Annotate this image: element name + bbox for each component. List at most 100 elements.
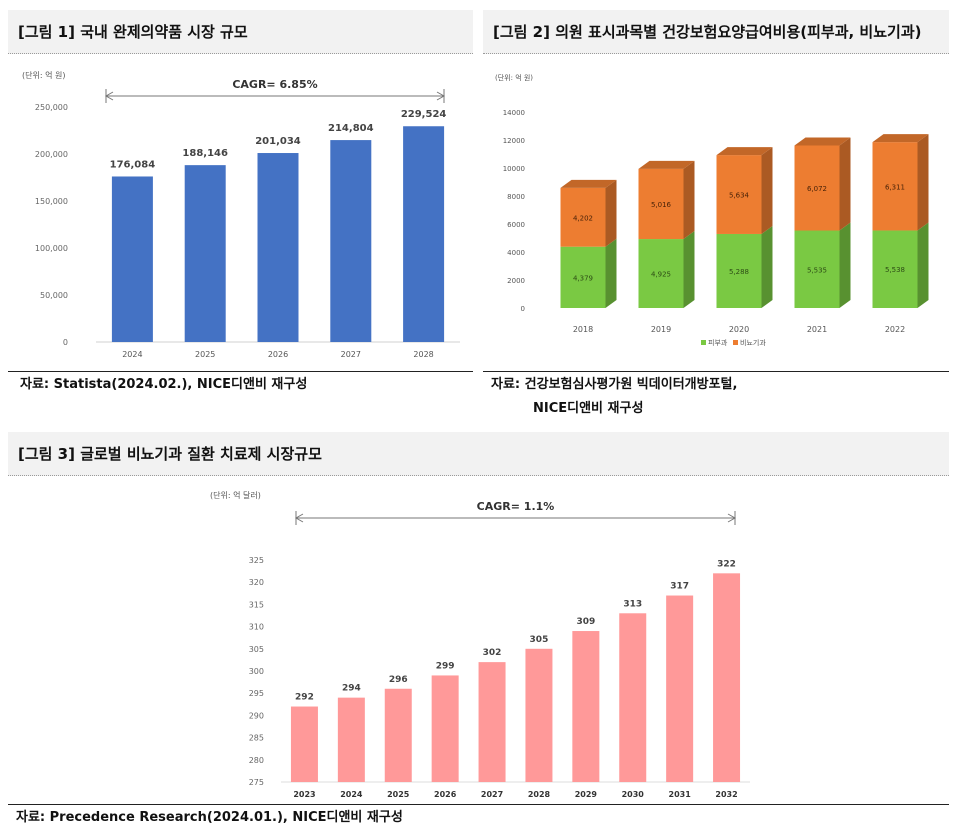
figure-2-value-label: 5,016 <box>651 201 672 209</box>
figure-3-xtick-label: 2032 <box>715 790 737 799</box>
figure-1-source: 자료: Statista(2024.02.), NICE디앤비 재구성 <box>20 377 308 392</box>
figure-1-value-label: 176,084 <box>110 159 156 170</box>
figure-2-chart: (단위: 억 원) 0 2000 4000 6000 8000 10000 12000 1400… <box>495 73 929 347</box>
figure-2-unit-label: (단위: 억 원) <box>495 73 533 82</box>
figure-2-value-label: 4,379 <box>573 274 593 282</box>
figure-3-bar <box>478 662 506 782</box>
figure-1-value-label: 201,034 <box>255 136 301 147</box>
figure-2-bar-urology <box>638 168 684 240</box>
figure-2-xtick-label: 2018 <box>573 325 593 334</box>
figure-1-bar <box>111 176 153 342</box>
figure-3-unit-label: (단위: 억 달러) <box>210 490 261 500</box>
figure-1-unit-label: (단위: 억 원) <box>22 70 65 80</box>
figure-2-xtick-label: 2022 <box>885 325 905 334</box>
figure-3-bar <box>713 573 741 782</box>
figure-2-ytick-label: 12000 <box>503 137 525 145</box>
figure-2-bar-urology <box>794 145 840 231</box>
figure-2-value-label: 5,538 <box>885 266 905 274</box>
cagr-label: CAGR= 6.85% <box>232 78 317 91</box>
figure-3-bar <box>572 631 600 782</box>
figure-3-xtick-label: 2027 <box>481 790 503 799</box>
figure-2-bar-dermatology <box>872 230 918 308</box>
figure-2-bar-side <box>761 147 773 234</box>
figure-2-bar-side <box>605 238 617 308</box>
figure-2-source-divider <box>483 371 949 372</box>
figure-2-bar-top <box>794 137 851 146</box>
figure-1-ytick-label: 200,000 <box>35 150 68 159</box>
figure-3-ytick-label: 310 <box>249 623 264 632</box>
figure-3-xtick-label: 2023 <box>293 790 315 799</box>
figure-2-source-line2: NICE디앤비 재구성 <box>533 401 644 416</box>
figure-3-value-label: 299 <box>436 661 455 671</box>
figure-2-ytick-label: 0 <box>521 305 525 313</box>
figure-1-value-label: 214,804 <box>328 123 374 134</box>
figure-3-value-label: 305 <box>530 635 549 645</box>
figure-1-title: [그림 1] 국내 완제의약품 시장 규모 <box>8 10 473 54</box>
figure-1-bar <box>257 153 299 342</box>
figure-1-xtick-label: 2027 <box>341 350 361 359</box>
figure-2-bar-side <box>917 134 929 231</box>
figure-3-bar <box>666 595 694 782</box>
figure-1-xtick-label: 2028 <box>413 350 433 359</box>
figure-1-xtick-label: 2025 <box>195 350 215 359</box>
figure-3-value-label: 294 <box>342 684 361 694</box>
figure-2-title: [그림 2] 의원 표시과목별 건강보험요양급여비용(피부과, 비뇨기과) <box>483 10 949 54</box>
figure-2-legend-label: 비뇨기과 <box>740 338 766 347</box>
figure-1-ytick-label: 150,000 <box>35 197 68 206</box>
figure-3-value-label: 292 <box>295 693 314 703</box>
figure-2-bar-dermatology <box>716 233 762 308</box>
figure-2-xtick-label: 2021 <box>807 325 827 334</box>
figure-2-bar-top <box>638 160 695 169</box>
figure-2-bar-dermatology <box>794 230 840 308</box>
figure-3-value-label: 322 <box>717 559 736 569</box>
figure-2-legend-swatch <box>733 340 738 345</box>
figure-2-xtick-label: 2020 <box>729 325 749 334</box>
figure-2-value-label: 5,288 <box>729 268 749 276</box>
figure-1-xtick-label: 2024 <box>122 350 142 359</box>
figure-2-bar-side <box>761 225 773 308</box>
figure-2-bar-urology <box>872 142 918 231</box>
figure-2-bar-side <box>917 222 929 308</box>
figure-3-ytick-label: 315 <box>249 600 264 609</box>
figure-3-xtick-label: 2025 <box>387 790 410 799</box>
figure-1-chart: (단위: 억 원) 0 50,000 100,000 150,000 200,000 250… <box>22 70 460 359</box>
figure-3-ytick-label: 320 <box>249 578 264 587</box>
figure-1-bar <box>184 165 226 342</box>
figure-2-bar-top <box>560 179 617 188</box>
figure-2-legend-swatch <box>701 340 706 345</box>
figure-2-value-label: 6,311 <box>885 183 905 191</box>
figure-3-xtick-label: 2026 <box>434 790 457 799</box>
figure-2-xtick-label: 2019 <box>651 325 671 334</box>
figure-2-bar-side <box>683 231 695 308</box>
figure-2-bar-urology <box>716 155 762 234</box>
cagr-label: CAGR= 1.1% <box>477 500 555 513</box>
figure-3-bar <box>290 706 318 782</box>
figure-2-bar-dermatology <box>560 246 606 308</box>
figure-2-bar-top <box>872 134 929 143</box>
figure-3-value-label: 317 <box>670 582 689 592</box>
figure-3-xtick-label: 2028 <box>528 790 551 799</box>
figure-3-title: [그림 3] 글로벌 비뇨기과 질환 치료제 시장규모 <box>8 432 949 476</box>
figure-2-bar-side <box>605 179 617 247</box>
figure-3-bar <box>384 688 412 782</box>
figure-3-value-label: 309 <box>576 617 595 627</box>
figure-3-ytick-label: 285 <box>249 734 264 743</box>
figure-3-value-label: 302 <box>483 648 502 658</box>
figure-2-ytick-label: 10000 <box>503 165 525 173</box>
figure-1-ytick-label: 0 <box>63 338 68 347</box>
figure-2-bar-side <box>839 222 851 308</box>
figure-2-bar-dermatology <box>638 239 684 308</box>
figure-3-xtick-label: 2030 <box>622 790 645 799</box>
figure-1-bar <box>330 140 372 342</box>
figure-2-bar-top <box>716 147 773 156</box>
figure-3-chart: (단위: 억 달러) 275 280 285 290 295 300 305 310 315 320… <box>210 490 750 799</box>
figure-3-panel: [그림 3] 글로벌 비뇨기과 질환 치료제 시장규모 (단위: 억 달러) 27… <box>8 432 949 836</box>
figure-2-value-label: 4,925 <box>651 271 671 279</box>
figure-3-bar <box>337 697 365 782</box>
figure-2-bar-urology <box>560 187 606 247</box>
figure-1-ytick-label: 100,000 <box>35 244 68 253</box>
figure-3-ytick-label: 280 <box>249 756 264 765</box>
figure-2-ytick-label: 2000 <box>507 277 525 285</box>
figure-3-bar <box>525 648 553 782</box>
figure-3-source: 자료: Precedence Research(2024.01.), NICE디… <box>16 810 403 825</box>
